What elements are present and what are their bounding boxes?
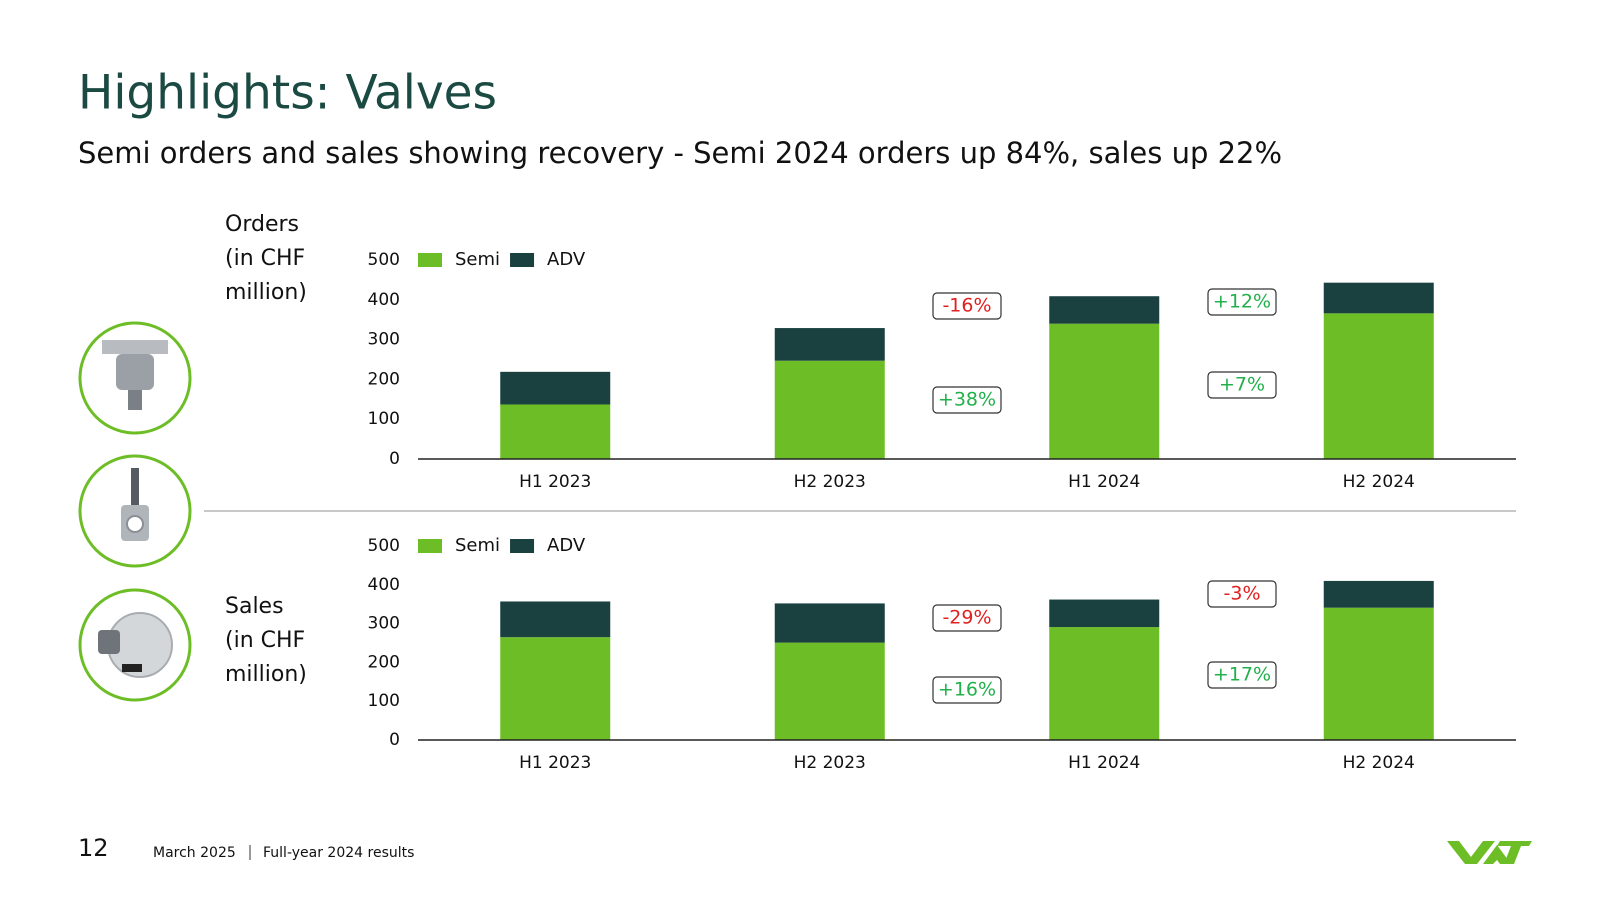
badge-box: [932, 604, 1002, 632]
y-tick-label: 300: [368, 330, 400, 350]
page-number: 12: [78, 834, 109, 862]
legend-swatch: [510, 253, 535, 267]
bar-segment: [500, 404, 611, 459]
badge-box: [1207, 661, 1277, 689]
change-badge: -3%: [1207, 580, 1277, 608]
y-tick-label: 0: [389, 730, 400, 750]
x-tick-label: H2 2023: [794, 472, 866, 492]
legend-label: Semi: [455, 249, 500, 270]
logo: [1447, 841, 1532, 864]
x-tick-label: H1 2024: [1068, 753, 1140, 773]
bar-segment: [1049, 599, 1160, 628]
change-badge: +12%: [1207, 288, 1277, 316]
badge-label: +12%: [1213, 291, 1271, 313]
bar-segment: [774, 360, 885, 459]
legend-swatch: [510, 539, 535, 553]
bar-segment: [774, 328, 885, 361]
y-tick-label: 500: [368, 250, 400, 270]
bar-segment: [1323, 580, 1434, 608]
row-label: million): [225, 662, 307, 687]
footer-date: March 2025: [153, 845, 236, 861]
badge-label: +7%: [1219, 374, 1265, 396]
product-icon: [78, 454, 192, 568]
y-tick-label: 300: [368, 614, 400, 634]
bar-segment: [500, 637, 611, 740]
bar-segment: [1323, 607, 1434, 740]
footer-title: Full-year 2024 results: [263, 845, 414, 861]
bar-segment: [1049, 323, 1160, 459]
bar-segment: [1323, 313, 1434, 459]
y-tick-label: 200: [368, 652, 400, 672]
row-label: Orders: [225, 212, 299, 237]
product-icon: [78, 588, 192, 702]
change-badge: -29%: [932, 604, 1002, 632]
row-label: million): [225, 280, 307, 305]
bar-segment: [774, 603, 885, 643]
change-badge: +16%: [932, 676, 1002, 704]
bar-segment: [774, 642, 885, 740]
x-tick-label: H1 2023: [519, 753, 591, 773]
change-badge: +7%: [1207, 371, 1277, 399]
bar-segment: [1323, 282, 1434, 314]
badge-label: +38%: [938, 389, 996, 411]
bar-segment: [1049, 296, 1160, 324]
slide-subtitle: Semi orders and sales showing recovery -…: [78, 136, 1282, 170]
x-tick-label: H2 2024: [1343, 472, 1415, 492]
y-tick-label: 100: [368, 691, 400, 711]
y-tick-label: 500: [368, 536, 400, 556]
slide-title: Highlights: Valves: [78, 66, 497, 121]
legend-label: Semi: [455, 535, 500, 556]
y-tick-label: 200: [368, 369, 400, 389]
badge-label: -3%: [1224, 583, 1261, 605]
badge-label: +17%: [1213, 664, 1271, 686]
x-tick-label: H1 2024: [1068, 472, 1140, 492]
change-badge: +17%: [1207, 661, 1277, 689]
badge-box: [932, 386, 1002, 414]
badge-box: [1207, 371, 1277, 399]
legend-swatch: [418, 539, 442, 553]
product-icon: [78, 321, 192, 435]
legend-label: ADV: [547, 249, 586, 270]
badge-box: [1207, 288, 1277, 316]
change-badge: +38%: [932, 386, 1002, 414]
legend-swatch: [418, 253, 442, 267]
bar-segment: [1049, 627, 1160, 740]
badge-label: +16%: [938, 679, 996, 701]
row-label: (in CHF: [225, 628, 305, 653]
bar-segment: [500, 371, 611, 405]
bar-segment: [500, 601, 611, 638]
badge-box: [1207, 580, 1277, 608]
y-tick-label: 400: [368, 575, 400, 595]
legend-label: ADV: [547, 535, 586, 556]
y-tick-label: 0: [389, 449, 400, 469]
row-label: Sales: [225, 594, 284, 619]
x-tick-label: H1 2023: [519, 472, 591, 492]
row-label: (in CHF: [225, 246, 305, 271]
x-tick-label: H2 2023: [794, 753, 866, 773]
badge-label: -16%: [942, 295, 991, 317]
y-tick-label: 400: [368, 290, 400, 310]
change-badge: -16%: [932, 292, 1002, 320]
y-tick-label: 100: [368, 409, 400, 429]
x-tick-label: H2 2024: [1343, 753, 1415, 773]
badge-box: [932, 676, 1002, 704]
badge-box: [932, 292, 1002, 320]
badge-label: -29%: [942, 607, 991, 629]
